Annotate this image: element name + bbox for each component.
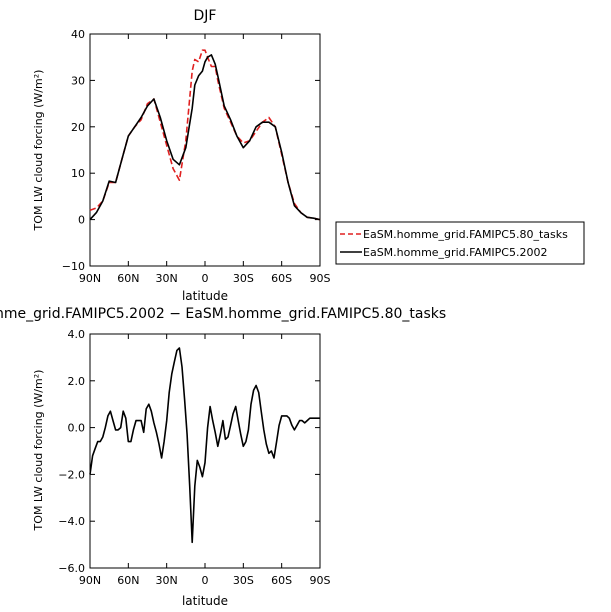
bottom-plot-frame xyxy=(89,333,321,569)
bottom-y-ticks: 4.0 2.0 0.0 −2.0 −4.0 −6.0 xyxy=(58,328,320,575)
legend-frame xyxy=(335,221,585,265)
top-x-tick-label: 90S xyxy=(310,272,331,285)
bottom-y-axis-label: TOM LW cloud forcing (W/m²) xyxy=(32,370,45,532)
bottom-x-tick-label: 60S xyxy=(271,574,292,587)
bottom-panel: EaSM.homme_grid.FAMIPC5.2002 − EaSM.homm… xyxy=(0,306,446,608)
bottom-x-axis-label: latitude xyxy=(182,594,228,608)
top-x-tick-label: 30S xyxy=(233,272,254,285)
top-chart-title: DJF xyxy=(194,8,217,24)
top-y-tick-label: 0 xyxy=(78,214,85,227)
bottom-x-tick-label: 30S xyxy=(233,574,254,587)
bottom-series xyxy=(89,347,320,544)
bottom-x-tick-label: 0 xyxy=(202,574,209,587)
top-x-axis-label: latitude xyxy=(182,289,228,303)
top-y-ticks: 40 30 20 10 0 −10 xyxy=(62,28,320,273)
bottom-x-ticks: 90N 60N 30N 0 30S 60S 90S xyxy=(79,334,331,587)
top-series-line-0 xyxy=(89,49,321,221)
top-series xyxy=(89,49,321,221)
bottom-y-tick-label: −4.0 xyxy=(58,515,85,528)
top-series-line-1 xyxy=(89,54,321,221)
top-x-tick-label: 0 xyxy=(202,272,209,285)
bottom-y-tick-label: 2.0 xyxy=(68,375,86,388)
legend-item-2002: EaSM.homme_grid.FAMIPC5.2002 xyxy=(363,246,547,259)
top-y-tick-label: −10 xyxy=(62,260,85,273)
top-x-tick-label: 90N xyxy=(79,272,101,285)
legend: EaSM.homme_grid.FAMIPC5.80_tasks EaSM.ho… xyxy=(335,221,585,265)
bottom-y-tick-label: −2.0 xyxy=(58,468,85,481)
top-x-tick-label: 60N xyxy=(117,272,139,285)
bottom-x-tick-label: 60N xyxy=(117,574,139,587)
top-x-ticks: 90N 60N 30N 0 30S 60S 90S xyxy=(79,34,331,285)
bottom-x-tick-label: 90N xyxy=(79,574,101,587)
bottom-series-line-0 xyxy=(89,347,320,544)
top-y-axis-label: TOM LW cloud forcing (W/m²) xyxy=(32,70,45,232)
bottom-y-tick-label: 4.0 xyxy=(68,328,86,341)
top-y-tick-label: 30 xyxy=(71,74,85,87)
top-y-tick-label: 10 xyxy=(71,167,85,180)
bottom-chart-title: EaSM.homme_grid.FAMIPC5.2002 − EaSM.homm… xyxy=(0,306,446,322)
legend-item-80-tasks: EaSM.homme_grid.FAMIPC5.80_tasks xyxy=(363,228,568,241)
bottom-y-tick-label: −6.0 xyxy=(58,562,85,575)
top-y-tick-label: 20 xyxy=(71,121,85,134)
bottom-x-tick-label: 30N xyxy=(156,574,178,587)
top-x-tick-label: 60S xyxy=(271,272,292,285)
top-y-tick-label: 40 xyxy=(71,28,85,41)
top-panel: DJF 40 30 20 10 0 −10 90N 60N 30N 0 30S 60S 90S lat… xyxy=(32,8,585,303)
bottom-x-tick-label: 90S xyxy=(310,574,331,587)
bottom-y-tick-label: 0.0 xyxy=(68,422,86,435)
top-x-tick-label: 30N xyxy=(156,272,178,285)
